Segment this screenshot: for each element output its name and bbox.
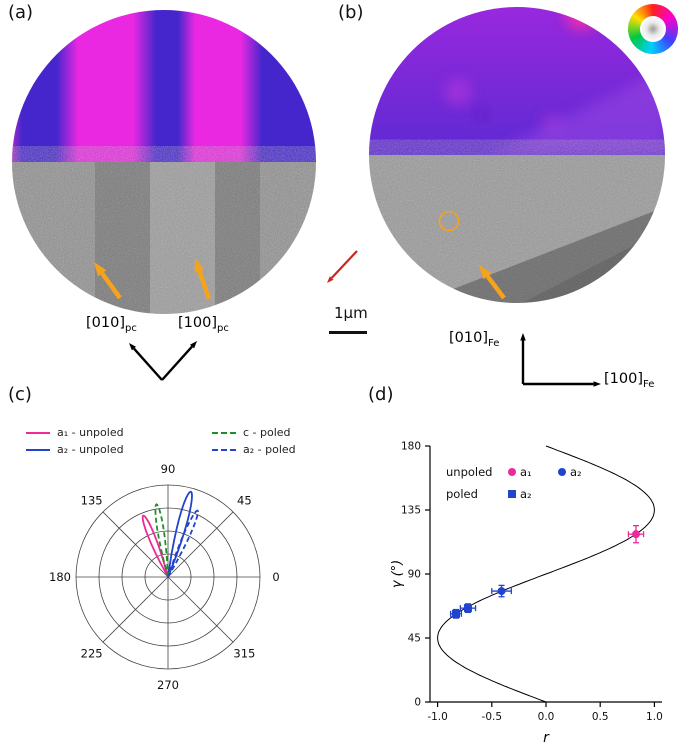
- direction-label-010pc: [010]pc: [86, 315, 137, 334]
- direction-text: [010]: [86, 315, 125, 331]
- legend-line-swatch: [212, 448, 236, 451]
- data-point-circle: [497, 587, 506, 596]
- axes: [425, 445, 662, 707]
- polar-lobe-3: [167, 509, 199, 578]
- y-axis-label: γ (°): [390, 560, 405, 588]
- polar-angle-tick-label: 270: [157, 678, 179, 692]
- y-tick-label: 90: [408, 569, 421, 581]
- micrograph-panel-a: [12, 10, 316, 314]
- micrograph-panel-b: [369, 7, 665, 303]
- panel-a-label: (a): [8, 2, 34, 23]
- legend-label: a₂ - unpoled: [57, 443, 124, 456]
- polar-angle-tick-label: 45: [237, 494, 252, 508]
- direction-sub: pc: [217, 322, 229, 334]
- theory-curve: [437, 445, 655, 703]
- direction-text: [010]: [449, 330, 488, 346]
- legend-item-label: a₁: [520, 465, 532, 479]
- polar-angle-tick-label: 225: [81, 646, 103, 660]
- direction-text: [100]: [604, 371, 643, 387]
- red-arrow-icon: [327, 250, 358, 283]
- scatter-legend: unpoled a₁ a₂ poled a₂: [446, 465, 582, 501]
- direction-label-100pc: [100]pc: [178, 315, 229, 334]
- polar-plot: 0 45 90 135 180 225 270 315: [49, 462, 280, 692]
- panel-c-label: (c): [8, 384, 32, 405]
- polar-lobe-1: [167, 490, 193, 578]
- legend-label: a₁ - unpoled: [57, 426, 124, 439]
- orange-domain-arrow: [479, 265, 506, 300]
- highlight-circle-icon: [438, 210, 460, 232]
- direction-sub: Fe: [643, 378, 655, 390]
- x-tick-label: 0.0: [538, 711, 555, 723]
- y-tick-label: 135: [401, 505, 421, 517]
- micrograph-a-content: [12, 10, 316, 314]
- direction-sub: Fe: [488, 337, 500, 349]
- scatter-legend-row-label: poled: [446, 487, 478, 501]
- legend-row: a₁ - unpoled: [26, 424, 124, 441]
- pc-arrows: [129, 341, 197, 381]
- direction-label-010fe: [010]Fe: [449, 330, 499, 349]
- polar-lobe-0: [141, 514, 169, 578]
- y-tick-label: 0: [414, 697, 421, 709]
- polar-legend-left: a₁ - unpoled a₂ - unpoled: [26, 424, 124, 458]
- data-series: [491, 584, 512, 598]
- legend-item-label: a₂: [520, 487, 532, 501]
- legend-line-swatch: [26, 431, 50, 434]
- polar-legend-right: c - poled a₂ - poled: [212, 424, 296, 458]
- color-wheel-icon: [628, 4, 678, 54]
- red-arrow: [327, 250, 358, 283]
- color-wheel-center: [640, 16, 666, 42]
- polar-angle-labels: 0 45 90 135 180 225 270 315: [49, 462, 280, 692]
- polar-lobe-2: [154, 503, 169, 578]
- legend-marker-circle: [558, 468, 566, 476]
- micrograph-b-content: [369, 7, 665, 303]
- legend-marker-square: [508, 490, 516, 498]
- direction-label-100fe: [100]Fe: [604, 371, 654, 390]
- scatter-plot: -1.0 -0.5 0.0 0.5 1.0 0 45 90 135 180 γ (°) r unpole…: [390, 441, 663, 747]
- panel-b-label: (b): [338, 2, 364, 23]
- legend-item-label: a₂: [570, 465, 582, 479]
- polar-angle-tick-label: 0: [272, 570, 279, 584]
- scale-bar-line: [329, 331, 367, 334]
- x-tick-label: 0.5: [592, 711, 609, 723]
- legend-line-swatch: [26, 448, 50, 451]
- direction-text: [100]: [178, 315, 217, 331]
- pc-axes-arrows: [129, 341, 197, 381]
- polar-angle-tick-label: 90: [161, 462, 176, 476]
- scale-bar-label: 1μm: [334, 304, 368, 322]
- legend-line-swatch: [212, 431, 236, 434]
- legend-row: c - poled: [212, 424, 296, 441]
- fe-arrows: [520, 333, 601, 387]
- direction-sub: pc: [125, 322, 137, 334]
- data-point-circle: [631, 530, 640, 539]
- data-series: [627, 524, 645, 544]
- x-tick-label: -1.0: [427, 711, 448, 723]
- panel-d-label: (d): [368, 384, 394, 405]
- scatter-legend-row-label: unpoled: [446, 465, 492, 479]
- polar-angle-tick-label: 315: [233, 646, 255, 660]
- data-series: [449, 603, 477, 619]
- data-point-square: [463, 604, 472, 613]
- x-tick-label: 1.0: [646, 711, 663, 723]
- data-point-square: [452, 609, 461, 618]
- legend-row: a₂ - poled: [212, 441, 296, 458]
- legend-label: a₂ - poled: [243, 443, 296, 456]
- polar-angle-tick-label: 180: [49, 570, 71, 584]
- x-tick-label: -0.5: [482, 711, 503, 723]
- legend-row: a₂ - unpoled: [26, 441, 124, 458]
- polar-angle-tick-label: 135: [81, 494, 103, 508]
- orange-domain-arrows: [94, 258, 212, 300]
- x-axis-label: r: [543, 730, 550, 746]
- polar-grid: [75, 484, 261, 670]
- legend-label: c - poled: [243, 426, 291, 439]
- y-tick-label: 180: [401, 441, 421, 453]
- legend-marker-circle: [508, 468, 516, 476]
- fe-axes-arrows: [520, 333, 601, 387]
- tick-labels: -1.0 -0.5 0.0 0.5 1.0 0 45 90 135 180: [401, 441, 663, 724]
- y-tick-label: 45: [408, 633, 421, 645]
